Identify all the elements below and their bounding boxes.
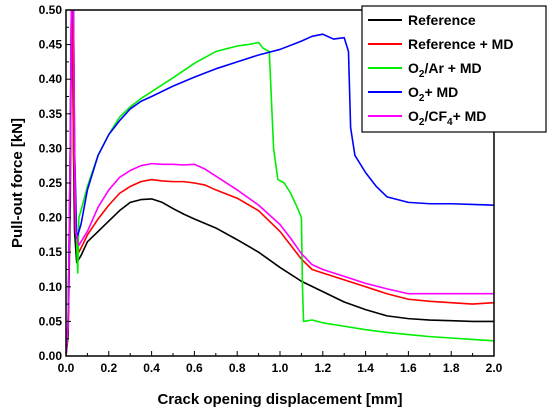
x-tick-label: 0.8 xyxy=(229,361,246,375)
y-tick-label: 0.35 xyxy=(39,107,63,121)
x-tick-label: 0.4 xyxy=(143,361,160,375)
legend-text-part: O xyxy=(408,60,419,76)
y-tick-label: 0.05 xyxy=(39,314,63,328)
series-line-3 xyxy=(66,10,494,356)
x-tick-label: 1.2 xyxy=(314,361,331,375)
legend-entry: O2/Ar + MD xyxy=(408,60,482,80)
x-tick-label: 1.8 xyxy=(443,361,460,375)
y-tick-label: 0.30 xyxy=(39,141,63,155)
y-tick-label: 0.50 xyxy=(39,3,63,17)
legend-entry: Reference xyxy=(408,12,476,28)
y-tick-label: 0.40 xyxy=(39,72,63,86)
x-tick-label: 0.2 xyxy=(100,361,117,375)
legend-text-part: /CF xyxy=(424,108,447,124)
y-tick-label: 0.10 xyxy=(39,280,63,294)
legend-text-part: O xyxy=(408,84,419,100)
legend-entry: Reference + MD xyxy=(408,36,513,52)
y-tick-label: 0.15 xyxy=(39,245,63,259)
y-axis-title: Pull-out force [kN] xyxy=(9,118,26,248)
legend-text-part: /Ar + MD xyxy=(424,60,481,76)
legend-subscript: 2 xyxy=(419,117,425,128)
y-tick-label: 0.00 xyxy=(39,349,63,363)
x-tick-label: 1.4 xyxy=(357,361,374,375)
x-tick-label: 0.6 xyxy=(186,361,203,375)
x-tick-label: 1.6 xyxy=(400,361,417,375)
legend-entry: O2/CF4+ MD xyxy=(408,108,486,128)
legend-subscript: 2 xyxy=(419,93,425,104)
y-axis: 0.00 0.05 0.10 0.15 0.20 0.25 0.30 0.35 0.40 0.45… xyxy=(39,3,71,363)
y-tick-label: 0.25 xyxy=(39,176,63,190)
series-line-5 xyxy=(66,10,494,356)
series-curves xyxy=(66,10,494,356)
legend-entry: O2+ MD xyxy=(408,84,458,104)
x-tick-label: 1.0 xyxy=(272,361,289,375)
legend-subscript: 4 xyxy=(447,117,453,128)
y-tick-label: 0.45 xyxy=(39,38,63,52)
x-axis-title: Crack opening displacement [mm] xyxy=(157,391,402,408)
y-tick-label: 0.20 xyxy=(39,211,63,225)
legend-text-part: Reference + MD xyxy=(408,36,513,52)
x-tick-label: 0.0 xyxy=(58,361,75,375)
x-tick-label: 2.0 xyxy=(486,361,503,375)
legend-text-part: + MD xyxy=(424,84,458,100)
legend-text-part: + MD xyxy=(453,108,487,124)
legend-text-part: O xyxy=(408,108,419,124)
legend-subscript: 2 xyxy=(419,69,425,80)
x-axis: 0.0 0.2 0.4 0.6 0.8 1.0 1.2 1.4 1.6 1.8 2.0 xyxy=(58,351,503,375)
legend-text-part: Reference xyxy=(408,12,476,28)
